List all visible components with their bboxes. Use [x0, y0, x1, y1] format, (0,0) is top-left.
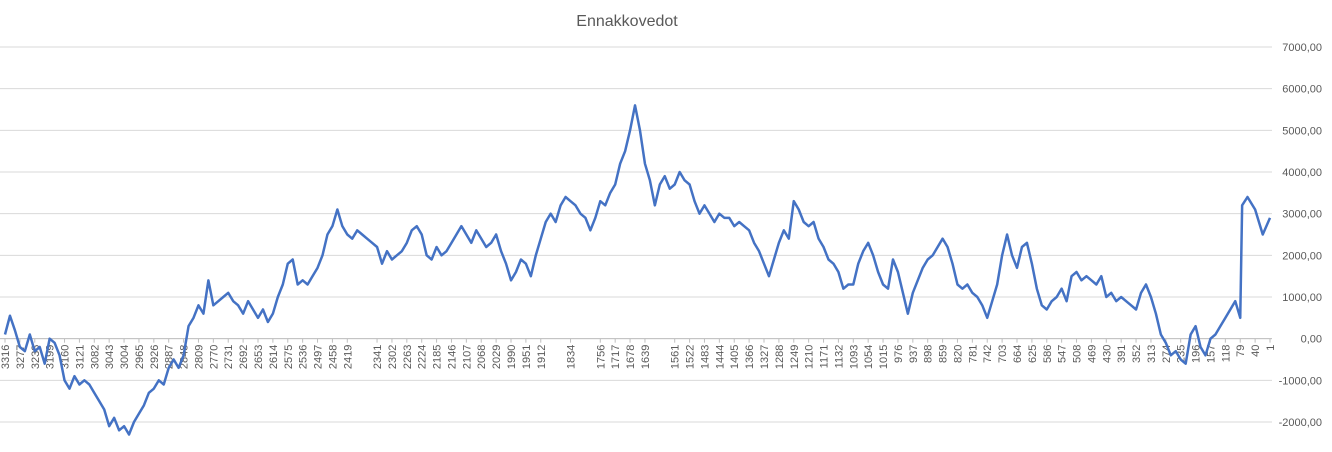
- y-tick-label: -2000,00: [1279, 417, 1322, 429]
- x-tick-label: 1678: [625, 345, 637, 369]
- chart-title: Ennakkovedot: [576, 13, 678, 30]
- x-tick-label: 898: [923, 345, 935, 363]
- x-tick-label: 2536: [298, 345, 310, 369]
- x-tick-label: 274: [1161, 345, 1173, 363]
- x-tick-label: 2614: [268, 345, 280, 369]
- y-tick-label: 1000,00: [1282, 292, 1322, 304]
- x-tick-label: 1639: [640, 345, 652, 369]
- x-tick-label: 3160: [60, 345, 72, 369]
- x-tick-label: 547: [1057, 345, 1069, 363]
- x-tick-label: 1: [1265, 345, 1277, 351]
- x-tick-label: 664: [1012, 345, 1024, 363]
- x-tick-label: 2965: [134, 345, 146, 369]
- x-tick-label: 937: [908, 345, 920, 363]
- x-tick-label: 2029: [491, 345, 503, 369]
- x-tick-label: 3082: [89, 345, 101, 369]
- x-tick-label: 3238: [30, 345, 42, 369]
- x-tick-label: 1717: [610, 345, 622, 369]
- x-tick-label: 2146: [446, 345, 458, 369]
- x-tick-label: 2068: [476, 345, 488, 369]
- x-tick-label: 79: [1235, 345, 1247, 357]
- x-tick-label: 625: [1027, 345, 1039, 363]
- x-tick-label: 1210: [804, 345, 816, 369]
- x-tick-label: 1561: [670, 345, 682, 369]
- x-tick-label: 3316: [0, 345, 12, 369]
- x-tick-label: 1522: [685, 345, 697, 369]
- x-tick-label: 2419: [342, 345, 354, 369]
- x-tick-label: 1015: [878, 345, 890, 369]
- y-tick-label: 3000,00: [1282, 209, 1322, 221]
- x-tick-label: 508: [1072, 345, 1084, 363]
- y-tick-label: 0,00: [1301, 334, 1322, 346]
- x-tick-label: 469: [1086, 345, 1098, 363]
- x-tick-label: 3043: [104, 345, 116, 369]
- x-tick-label: 1288: [774, 345, 786, 369]
- x-tick-label: 781: [967, 345, 979, 363]
- x-tick-label: 2224: [417, 345, 429, 369]
- y-tick-label: 7000,00: [1282, 42, 1322, 54]
- x-tick-label: 2653: [253, 345, 265, 369]
- x-tick-label: 1444: [714, 345, 726, 369]
- y-tick-label: 5000,00: [1282, 125, 1322, 137]
- x-tick-label: 1171: [819, 345, 831, 369]
- x-tick-label: 391: [1116, 345, 1128, 363]
- x-tick-label: 1366: [744, 345, 756, 369]
- x-tick-label: 1132: [833, 345, 845, 369]
- x-tick-label: 1912: [536, 345, 548, 369]
- x-tick-label: 196: [1191, 345, 1203, 363]
- x-tick-label: 1405: [729, 345, 741, 369]
- x-tick-label: 2263: [402, 345, 414, 369]
- x-tick-label: 820: [952, 345, 964, 363]
- y-tick-label: 6000,00: [1282, 84, 1322, 96]
- data-line: [3, 104, 1272, 436]
- y-tick-label: 4000,00: [1282, 167, 1322, 179]
- x-tick-label: 313: [1146, 345, 1158, 363]
- x-tick-label: 2107: [461, 345, 473, 369]
- x-tick-label: 2575: [283, 345, 295, 369]
- x-tick-label: 1327: [759, 345, 771, 369]
- x-tick-label: 118: [1220, 345, 1232, 363]
- x-tick-label: 1483: [699, 345, 711, 369]
- x-tick-label: 1093: [848, 345, 860, 369]
- y-tick-label: 2000,00: [1282, 250, 1322, 262]
- x-tick-label: 3004: [119, 345, 131, 369]
- x-tick-label: 976: [893, 345, 905, 363]
- x-tick-label: 2809: [193, 345, 205, 369]
- x-tick-label: 1756: [595, 345, 607, 369]
- x-tick-label: 1834: [566, 345, 578, 369]
- x-tick-label: 586: [1042, 345, 1054, 363]
- x-tick-label: 859: [938, 345, 950, 363]
- x-tick-label: 2692: [238, 345, 250, 369]
- x-tick-label: 1990: [506, 345, 518, 369]
- x-tick-label: 2185: [432, 345, 444, 369]
- x-tick-label: 703: [997, 345, 1009, 363]
- x-tick-label: 2926: [149, 345, 161, 369]
- x-tick-label: 430: [1101, 345, 1113, 363]
- x-tick-label: 742: [982, 345, 994, 363]
- x-tick-label: 2497: [313, 345, 325, 369]
- x-tick-label: 2341: [372, 345, 384, 369]
- x-tick-label: 2302: [387, 345, 399, 369]
- x-tick-label: 40: [1250, 345, 1262, 357]
- y-tick-label: -1000,00: [1279, 375, 1322, 387]
- x-tick-label: 2458: [327, 345, 339, 369]
- x-tick-label: 1054: [863, 345, 875, 369]
- x-tick-label: 1951: [521, 345, 533, 369]
- x-tick-label: 2731: [223, 345, 235, 369]
- x-tick-label: 352: [1131, 345, 1143, 363]
- x-tick-label: 1249: [789, 345, 801, 369]
- x-tick-label: 3121: [74, 345, 86, 369]
- x-tick-label: 2770: [208, 345, 220, 369]
